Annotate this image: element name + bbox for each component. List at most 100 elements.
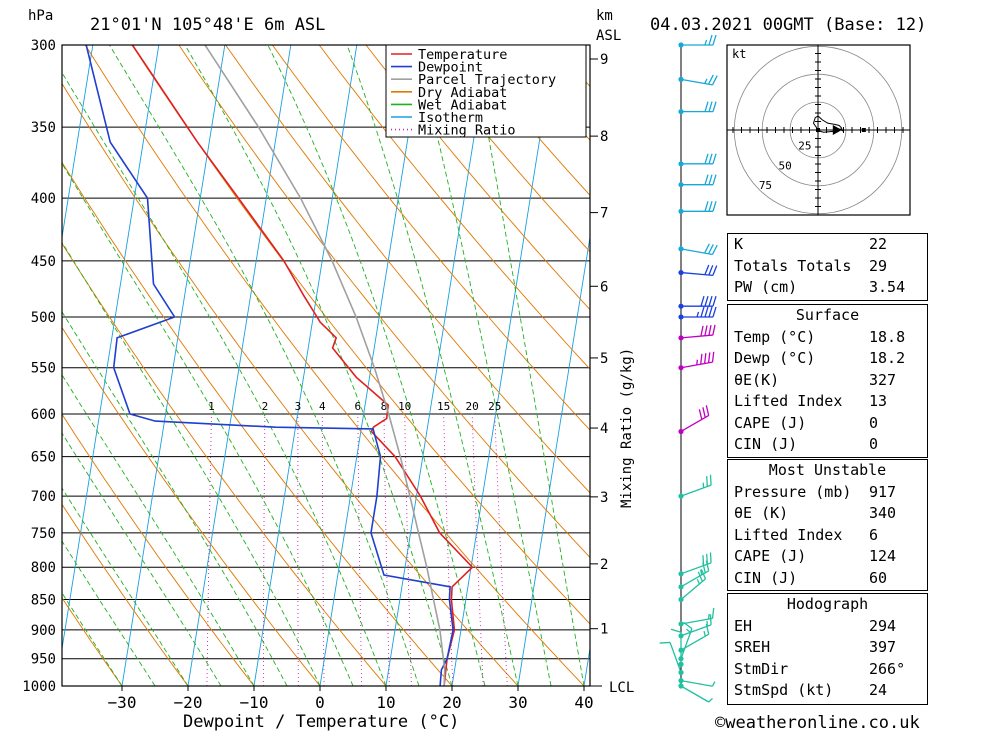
wind-barb-flag	[704, 201, 709, 212]
wind-level-dot	[678, 656, 684, 662]
wet-adiabat-line	[62, 311, 288, 686]
hodograph-origin-marker	[816, 128, 820, 132]
wet-adiabat-line	[346, 45, 519, 686]
most-unstable-row: θE (K) 340	[728, 503, 927, 525]
legend-label: Mixing Ratio	[418, 123, 516, 139]
wind-barb-flag	[696, 311, 700, 318]
wind-barb	[680, 414, 710, 433]
dry-adiabat-line	[365, 45, 590, 311]
most-unstable-row-label: CIN (J)	[734, 568, 798, 587]
wind-barb-flag	[709, 552, 712, 563]
legend-label: Parcel Trajectory	[418, 72, 556, 88]
pressure-tick-label: 700	[31, 489, 56, 505]
wind-barb-flag	[712, 34, 717, 46]
wind-barb-flag	[706, 476, 708, 487]
most-unstable-panel: Most Unstable Pressure (mb) 917 θE (K) 340 L…	[727, 459, 928, 591]
mixing-ratio-label: 10	[398, 400, 411, 413]
wind-barb-flag	[704, 78, 708, 84]
wind-barb-flag	[708, 697, 713, 703]
isotherm-line	[0, 45, 27, 686]
wet-adiabat-line	[62, 162, 354, 686]
wind-level-dot	[678, 303, 684, 309]
asl-unit-label: ASL	[596, 28, 621, 44]
wind-barb-flag	[704, 243, 710, 254]
surface-row-label: Dewp (°C)	[734, 349, 816, 367]
pressure-tick-label: 600	[31, 407, 56, 423]
km-tick-label: 4	[600, 421, 608, 437]
most-unstable-row-value: 917	[869, 482, 897, 501]
wind-level-dot	[678, 678, 684, 684]
wind-barb-flag	[708, 153, 713, 164]
wind-barb	[680, 570, 710, 588]
wind-barb-flag	[712, 306, 717, 318]
mixing-ratio-line	[443, 413, 454, 686]
km-unit-label: km	[596, 8, 613, 24]
wind-barb-flag	[708, 306, 713, 318]
mixing-ratio-axis-label: Mixing Ratio (g/kg)	[619, 348, 635, 508]
wind-barb-flag	[709, 614, 712, 625]
wind-level-dot	[678, 208, 684, 214]
wind-level-dot	[678, 661, 684, 667]
wind-level-dot	[678, 428, 684, 435]
surface-row: CAPE (J) 0	[728, 413, 927, 435]
wind-barb	[680, 624, 712, 637]
wind-level-dot	[678, 647, 684, 653]
most-unstable-row-label: Lifted Index	[734, 525, 843, 544]
wind-barb-flag	[702, 407, 706, 418]
wind-barb-flag	[711, 607, 715, 619]
wind-level-dot	[678, 314, 684, 320]
wind-barb-flag	[699, 569, 703, 575]
wind-level-dot	[678, 683, 684, 689]
wind-barb-flag	[670, 628, 682, 633]
km-tick-label: 1	[600, 622, 608, 638]
wind-barb-flag	[707, 244, 714, 255]
mixing-ratio-label: 20	[466, 400, 479, 413]
isotherm-line	[319, 45, 424, 686]
mixing-ratio-label: 4	[319, 400, 326, 413]
km-tick-label: 6	[600, 279, 608, 295]
legend-label: Temperature	[418, 47, 507, 63]
wind-barb-flag	[708, 34, 713, 46]
wet-adiabat-line	[62, 241, 321, 686]
hpa-unit-label: hPa	[28, 8, 53, 24]
x-tick-label: 0	[315, 693, 325, 712]
surface-row-value: 13	[869, 392, 888, 410]
surface-row-label: Temp (°C)	[734, 327, 816, 346]
hodograph-row-label: EH	[734, 616, 753, 635]
wet-adiabat-line	[109, 45, 420, 686]
mixing-ratio-line	[357, 413, 363, 686]
dry-adiabat-line	[62, 161, 453, 686]
surface-row-value: 0	[869, 435, 879, 453]
dry-adiabat-line	[178, 45, 590, 559]
hodograph-unit: kt	[732, 47, 746, 61]
km-tick-label: 5	[600, 351, 608, 367]
wind-barb-flag	[712, 265, 718, 276]
x-tick-label: 20	[442, 693, 461, 712]
pressure-tick-label: 450	[31, 254, 56, 270]
mixing-ratio-label: 25	[488, 400, 501, 413]
dry-adiabat-line	[62, 326, 321, 686]
surface-row: θE(K) 327	[728, 370, 927, 392]
wind-barb-flag	[712, 101, 717, 112]
index-row: PW (cm) 3.54	[728, 277, 927, 299]
dry-adiabat-line	[62, 82, 519, 686]
wind-barb-flag	[700, 353, 703, 365]
wind-barb-flag	[708, 174, 713, 185]
dry-adiabat-line	[318, 45, 590, 370]
surface-row: Dewp (°C) 18.2	[728, 348, 927, 370]
dry-adiabat-line	[62, 413, 255, 686]
km-tick-label: 7	[600, 206, 608, 222]
wind-barb-flag	[704, 264, 710, 275]
wind-barb	[680, 271, 713, 277]
wind-barb-flag	[712, 296, 717, 307]
hodograph-mean-marker	[861, 128, 866, 132]
x-tick-label: −10	[240, 693, 269, 712]
hodograph-row: EH 294	[728, 616, 927, 638]
wind-barb-flag	[698, 409, 703, 420]
x-tick-label: −30	[108, 693, 137, 712]
wet-adiabat-line	[267, 45, 486, 686]
wind-level-dot	[678, 335, 684, 341]
hodograph-row: StmDir 266°	[728, 659, 927, 681]
mixing-ratio-line	[297, 414, 299, 686]
